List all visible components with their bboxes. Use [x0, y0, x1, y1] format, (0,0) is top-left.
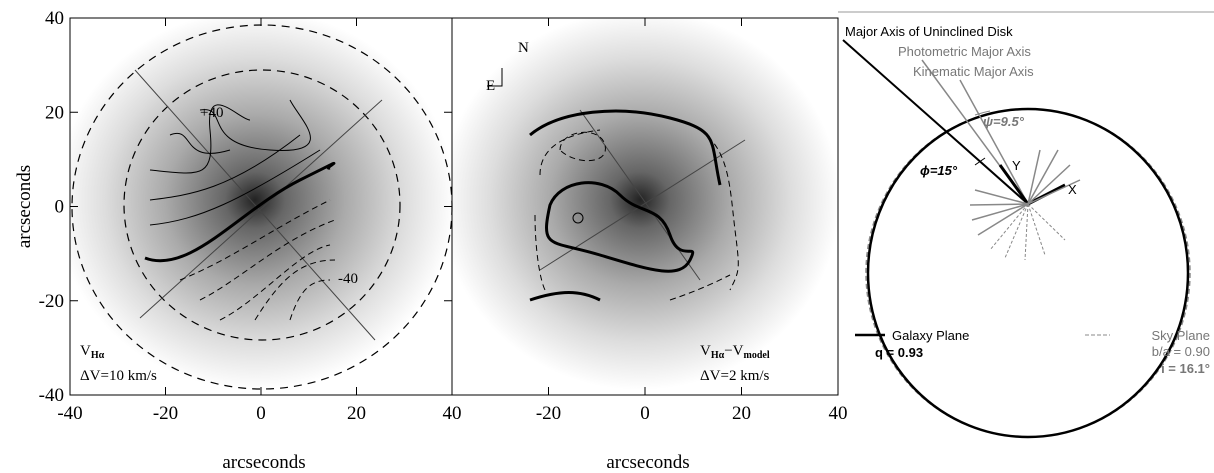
x-tick-label: -20: [536, 403, 561, 424]
x-tick-label: -20: [153, 403, 178, 424]
panel-label: VHα−Vmodel: [700, 343, 770, 361]
x-axis-label: arcseconds: [606, 452, 689, 473]
galaxy-image: [70, 18, 452, 390]
axis-name: Major Axis of Uninclined Disk: [845, 24, 1013, 39]
galaxy-image: [452, 18, 838, 390]
x-tick-label: 0: [640, 403, 650, 424]
axis-name: Kinematic Major Axis: [913, 64, 1034, 79]
x-axis-label: arcseconds: [222, 452, 305, 473]
subscript: Hα: [91, 350, 105, 361]
angle-label: ψ=9.5°: [983, 114, 1025, 129]
x-tick-label: 40: [829, 403, 848, 424]
delta-label: ΔV=10 km/s: [80, 368, 157, 384]
subscript: Hα: [711, 350, 725, 361]
y-tick-label: 40: [45, 8, 64, 29]
legend-label: Galaxy Plane: [892, 328, 969, 343]
symbol: V: [700, 343, 711, 359]
axis-letter: Y: [1012, 158, 1021, 173]
x-tick-label: 0: [256, 403, 266, 424]
annotation: -40: [338, 271, 358, 287]
x-tick-label: 40: [443, 403, 462, 424]
y-tick-label: -40: [39, 385, 64, 406]
y-tick-label: -20: [39, 291, 64, 312]
axis-name: Photometric Major Axis: [898, 44, 1031, 59]
y-tick-label: 0: [55, 197, 65, 218]
legend-detail: b/a = 0.90: [1152, 344, 1210, 359]
angle-label: ϕ=15°: [920, 163, 958, 178]
symbol: −V: [724, 343, 743, 359]
delta-label: ΔV=2 km/s: [700, 368, 770, 384]
annotation: E: [486, 78, 495, 94]
y-tick-label: 20: [45, 102, 64, 123]
diagram-shapes: [838, 11, 1214, 439]
legend-detail: i = 16.1°: [1161, 361, 1210, 376]
legend-detail: q = 0.93: [875, 345, 923, 360]
panel-label: VHα: [80, 343, 105, 361]
y-axis-label: arcseconds: [14, 165, 35, 248]
axis-letter: X: [1068, 182, 1077, 197]
annotation: +40: [200, 105, 223, 121]
frames: [69, 17, 839, 396]
symbol: V: [80, 343, 91, 359]
annotation: N: [518, 40, 529, 56]
x-tick-label: 20: [347, 403, 366, 424]
legend-label: Sky Plane: [1151, 328, 1210, 343]
contours: [487, 68, 746, 302]
x-tick-label: -40: [57, 403, 82, 424]
subscript: model: [744, 350, 770, 361]
x-tick-label: 20: [732, 403, 751, 424]
